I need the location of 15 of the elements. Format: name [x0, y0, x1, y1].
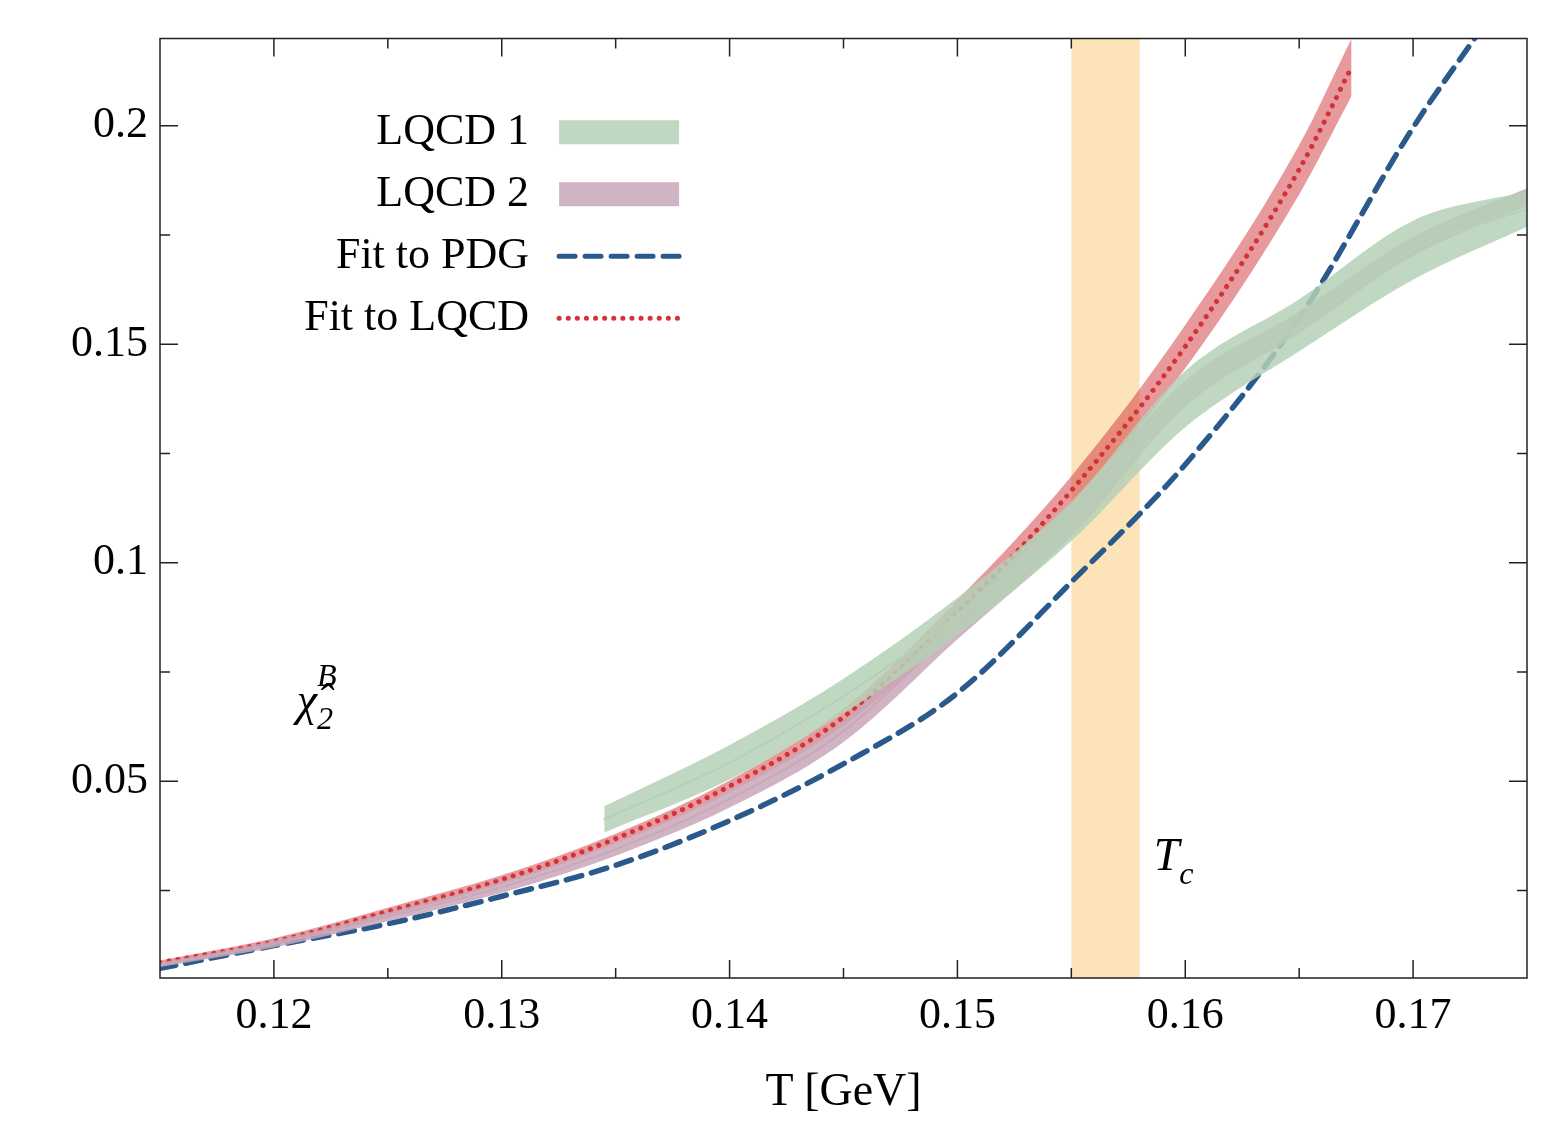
y-tick-label: 0.15	[71, 316, 148, 366]
x-tick-label: 0.13	[463, 988, 541, 1038]
y-tick-label: 0.2	[93, 98, 148, 148]
legend-label: Fit to PDG	[335, 228, 530, 278]
legend-label: LQCD 2	[376, 166, 530, 216]
y-tick-label: 0.1	[93, 535, 148, 585]
x-tick-label: 0.15	[918, 988, 996, 1038]
x-axis-title: T [GeV]	[765, 1064, 922, 1116]
x-tick-label: 0.14	[691, 988, 769, 1038]
legend-label: LQCD 1	[376, 104, 530, 154]
x-tick-label: 0.17	[1374, 988, 1452, 1038]
legend-label: Fit to LQCD	[304, 290, 530, 340]
y-tick-label: 0.05	[71, 753, 148, 803]
x-tick-label: 0.12	[235, 988, 313, 1038]
x-tick-label: 0.16	[1146, 988, 1224, 1038]
